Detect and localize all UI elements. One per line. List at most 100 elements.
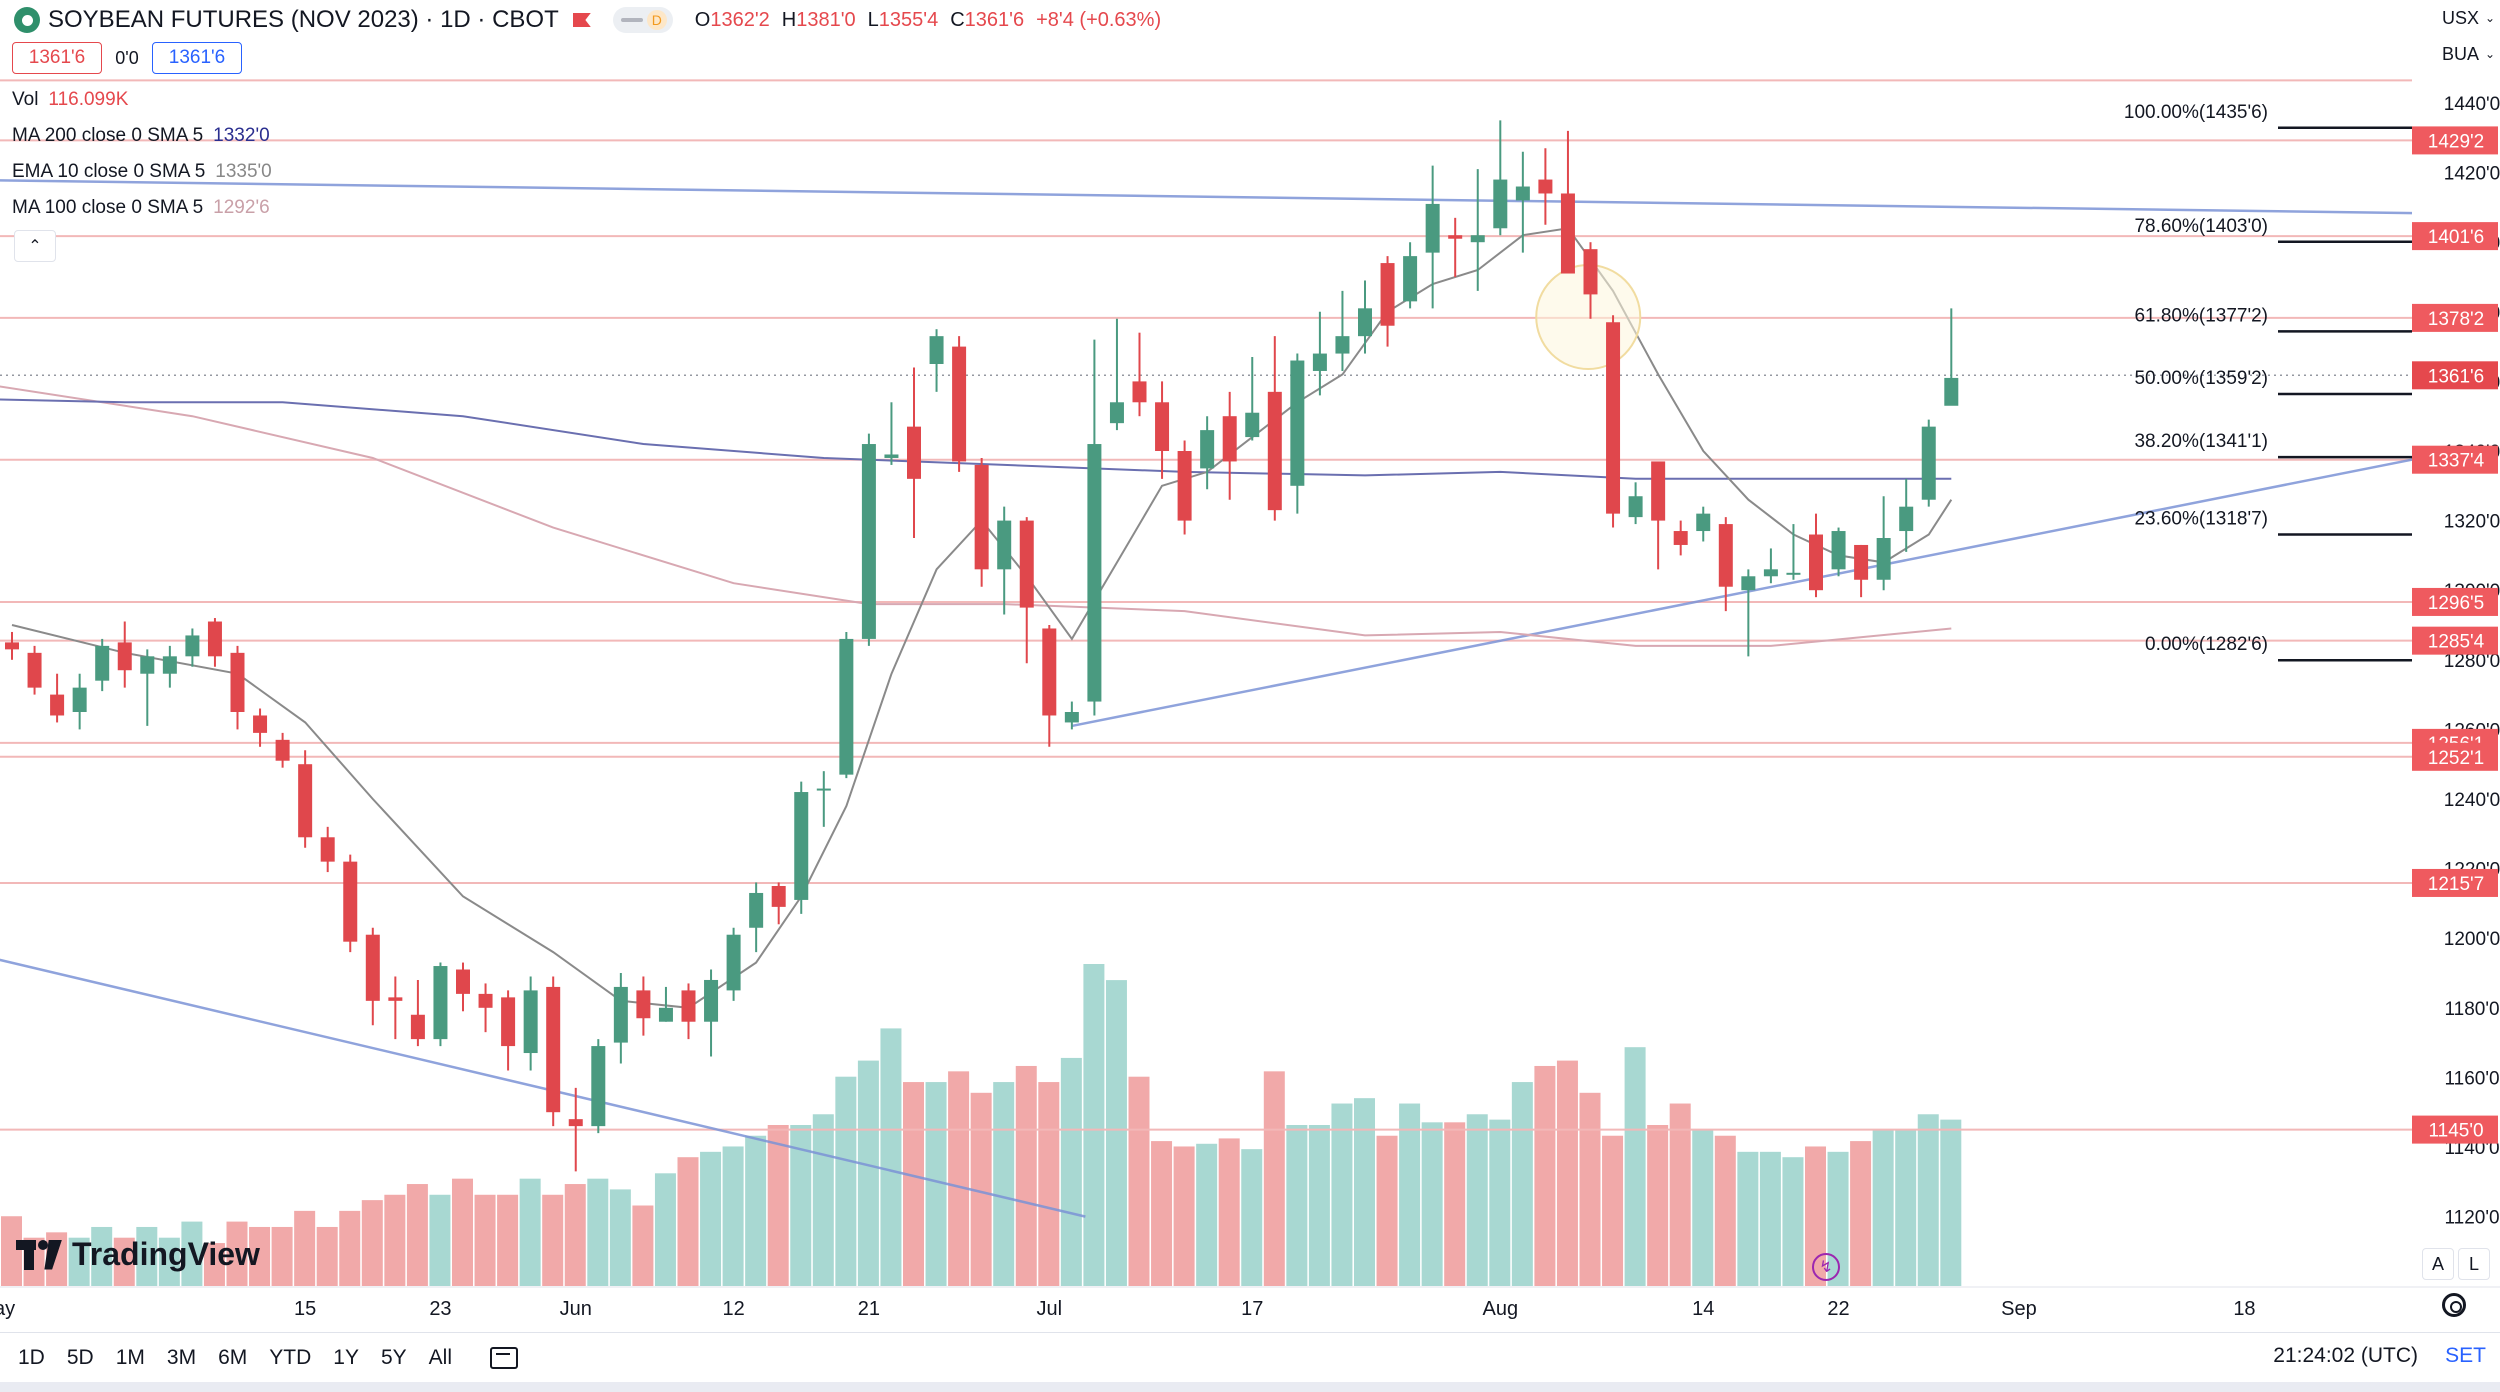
volume-bar (1173, 1146, 1195, 1286)
candle-down (1673, 531, 1688, 545)
session-button[interactable]: SET (2445, 1344, 2486, 1367)
time-tick-label: Jul (1037, 1298, 1063, 1320)
price-tag-label: 1215'7 (2428, 874, 2484, 895)
candle-up (1425, 203, 1440, 253)
time-tick-label: 23 (429, 1298, 451, 1320)
range-3m-button[interactable]: 3M (166, 1346, 197, 1369)
volume-bar (1511, 1082, 1533, 1286)
candle-up (749, 892, 764, 928)
candle-down (1718, 524, 1733, 587)
range-5d-button[interactable]: 5D (66, 1346, 94, 1369)
volume-bar (722, 1146, 744, 1286)
collapse-indicators-button[interactable]: ⌃ (14, 230, 56, 262)
candle-down (636, 990, 651, 1019)
range-1m-button[interactable]: 1M (115, 1346, 145, 1369)
utc-clock[interactable]: 21:24:02 (UTC) (2273, 1344, 2418, 1367)
sell-price-box[interactable]: 1361'6 (12, 42, 102, 74)
price-tag-bg (2412, 742, 2498, 771)
indicator-value: 1292'6 (213, 197, 270, 218)
volume-bar (1241, 1149, 1263, 1286)
candle-up (1290, 360, 1305, 486)
candle-up (1087, 444, 1102, 702)
range-1d-button[interactable]: 1D (18, 1346, 45, 1369)
price-tag-bg (2412, 303, 2498, 332)
candle-up (1200, 430, 1215, 469)
price-tag-bg (2412, 1115, 2498, 1144)
volume-bar (609, 1189, 631, 1286)
gear-icon[interactable] (2442, 1293, 2466, 1317)
price-tag-bg (2412, 126, 2498, 155)
auto-scale-button[interactable]: A (2422, 1248, 2454, 1280)
volume-bar (993, 1082, 1015, 1286)
indicator-ma200[interactable]: MA 200 close 0 SMA 5 1332'0 (12, 125, 270, 147)
volume-bar (1421, 1122, 1443, 1286)
time-tick-label: May (0, 1298, 15, 1320)
time-tick-label: Sep (2001, 1298, 2037, 1320)
volume-bar (1602, 1135, 1624, 1286)
bottom-toolbar: 1D 5D 1M 3M 6M YTD 1Y 5Y All (0, 1332, 2500, 1383)
range-6m-button[interactable]: 6M (218, 1346, 248, 1369)
volume-bar (745, 1135, 767, 1286)
candle-down (456, 969, 470, 994)
range-ytd-button[interactable]: YTD (269, 1346, 312, 1369)
candle-up (658, 1007, 673, 1022)
symbol-legend: SOYBEAN FUTURES (NOV 2023) · 1D · CBOT D… (0, 0, 1161, 40)
candle-down (5, 642, 19, 650)
price-tick-label: 1180'0 (2444, 999, 2499, 1020)
chevron-up-icon: ⌃ (28, 238, 42, 255)
volume-bar (925, 1082, 947, 1286)
time-tick-label: 15 (294, 1298, 316, 1320)
volume-bar (339, 1210, 361, 1286)
indicator-ma100[interactable]: MA 100 close 0 SMA 5 1292'6 (12, 197, 270, 219)
volume-bar (1263, 1071, 1285, 1286)
log-scale-button[interactable]: L (2458, 1248, 2490, 1280)
time-tick-label: 17 (1241, 1298, 1263, 1320)
candle-up (523, 990, 538, 1054)
unit-select[interactable]: BUA ⌄ (2434, 38, 2498, 70)
range-1y-button[interactable]: 1Y (333, 1346, 359, 1369)
candle-down (1155, 402, 1170, 451)
market-status-toggle[interactable]: D (612, 7, 673, 33)
volume-bar (1151, 1141, 1173, 1286)
indicator-value: 1335'0 (215, 161, 272, 182)
volume-bar (1917, 1114, 1939, 1286)
ema10-line (11, 227, 1953, 1009)
buy-price-box[interactable]: 1361'6 (152, 42, 242, 74)
candle-up (1109, 402, 1124, 424)
fib-level-label: 38.20%(1341'1) (2134, 431, 2268, 452)
symbol-title[interactable]: SOYBEAN FUTURES (NOV 2023) · 1D · CBOT (48, 6, 559, 33)
flag-icon[interactable] (572, 13, 591, 27)
volume-bar (812, 1114, 834, 1286)
volume-bar (68, 1237, 90, 1286)
status-bar-icon (620, 18, 643, 22)
volume-bar (632, 1205, 654, 1286)
candle-down (230, 652, 245, 712)
trendline (1071, 456, 2421, 728)
candle-up (997, 520, 1012, 570)
candle-up (816, 788, 831, 791)
volume-bar (519, 1178, 541, 1286)
date-range-icon[interactable] (490, 1347, 518, 1369)
volume-bar (1872, 1130, 1894, 1286)
currency-select[interactable]: USX ⌄ (2434, 2, 2498, 34)
volume-bar (1647, 1125, 1669, 1286)
lightning-icon[interactable]: ↯ (1812, 1253, 1840, 1281)
candle-up (1245, 412, 1260, 438)
candle-down (388, 997, 403, 1001)
range-5y-button[interactable]: 5Y (380, 1346, 407, 1369)
ohlc-open: O1362'2 (694, 8, 770, 31)
indicator-ema10[interactable]: EMA 10 close 0 SMA 5 1335'0 (12, 161, 272, 183)
volume-bar (1669, 1103, 1691, 1286)
candle-up (1741, 576, 1756, 591)
indicator-volume[interactable]: Vol 116.099K (12, 89, 128, 111)
range-all-button[interactable]: All (428, 1346, 452, 1369)
price-tick-label: 1240'0 (2444, 790, 2500, 811)
volume-bar (1714, 1135, 1736, 1286)
candle-up (1921, 426, 1936, 500)
candle-up (1786, 572, 1801, 575)
candle-down (907, 426, 921, 479)
candle-up (1358, 308, 1372, 337)
candle-up (839, 638, 854, 775)
price-tick-label: 1420'0 (2444, 164, 2500, 185)
